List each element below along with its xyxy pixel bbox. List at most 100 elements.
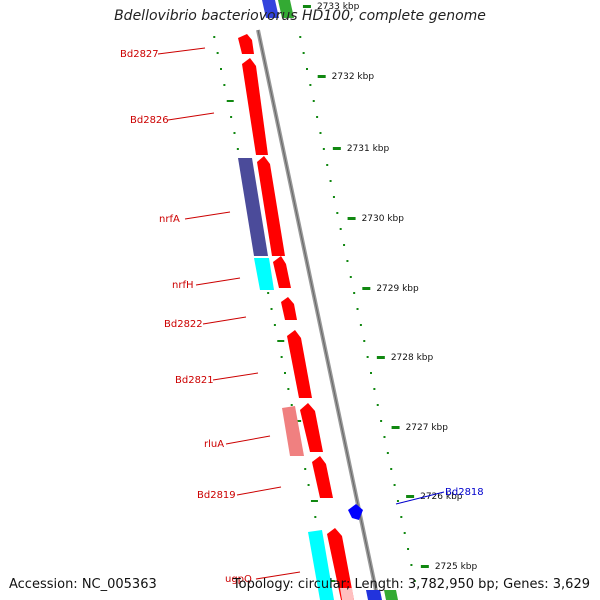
ring-dot: [413, 580, 416, 582]
ring-dot: [376, 404, 379, 406]
ring-dot: [366, 356, 369, 358]
ring-dot: [314, 516, 317, 518]
gene-label: Bd2827: [120, 49, 159, 60]
scale-tick-mark: [347, 217, 356, 220]
gene-labels: Bd2827 Bd2826 nrfA nrfH Bd2822 Bd2821 rluA Bd28…: [120, 47, 484, 585]
right-dotted-ring: [299, 36, 416, 582]
ring-dot: [213, 36, 216, 38]
ring-dot: [353, 292, 356, 294]
ring-dot: [310, 500, 318, 502]
ring-dot: [309, 84, 312, 86]
gene-nrfa-strand: [257, 156, 285, 256]
scale-tick-mark: [391, 426, 400, 429]
gene-leader-line: [202, 316, 247, 325]
scale-tick-mark: [362, 287, 371, 290]
gene-bd2822: [281, 297, 297, 320]
gene-bd2827: [238, 34, 254, 54]
ring-dot: [326, 164, 329, 166]
ring-dot: [373, 388, 376, 390]
scale-ticks: 2733 kbp 2732 kbp 2731 kbp 2730 kbp 2729 kbp…: [302, 2, 478, 572]
ring-dot: [223, 84, 226, 86]
gene-top-green: [278, 0, 294, 18]
ring-dot: [403, 532, 406, 534]
gene-leader-line: [255, 571, 301, 580]
ring-dot: [273, 324, 276, 326]
gene-label: nrfA: [159, 214, 180, 225]
ring-dot: [327, 580, 335, 582]
ring-dot: [304, 468, 307, 470]
ring-dot: [380, 420, 383, 422]
scale-tick-mark: [406, 495, 415, 498]
gene-label: nrfH: [172, 280, 194, 291]
gene-leader-line: [184, 211, 231, 220]
gene-label: Bd2819: [197, 490, 236, 501]
gene-rlua: [282, 406, 304, 456]
ring-dot: [290, 404, 293, 406]
ring-dot: [346, 260, 349, 262]
ring-dot: [339, 228, 342, 230]
ring-dot: [226, 100, 234, 102]
scale-tick-mark: [332, 147, 341, 150]
ring-dot: [343, 244, 346, 246]
scale-tick-label: 2728 kbp: [391, 353, 434, 363]
ring-dot: [236, 148, 239, 150]
ring-dot: [230, 116, 233, 118]
ring-dot: [267, 292, 270, 294]
ring-dot: [233, 132, 236, 134]
ring-dot: [329, 180, 332, 182]
ring-dot: [312, 100, 315, 102]
gene-label: ugpQ: [225, 574, 252, 585]
ring-dot: [396, 500, 399, 502]
gene-label: rluA: [204, 439, 224, 450]
scale-tick-label: 2726 kbp: [420, 492, 463, 502]
scale-tick-mark: [317, 75, 326, 78]
ring-dot: [277, 340, 285, 342]
ring-dot: [220, 68, 222, 70]
scale-tick-label: 2730 kbp: [362, 214, 405, 224]
gene-bottom-green: [384, 590, 398, 600]
gene-label: Bd2821: [175, 375, 214, 386]
ring-dot: [322, 148, 325, 150]
scale-tick-label: 2727 kbp: [406, 423, 449, 433]
ring-dot: [336, 212, 339, 214]
scale-tick-mark: [376, 356, 385, 359]
ring-dot: [307, 484, 310, 486]
ring-dot: [270, 308, 273, 310]
gene-leader-line: [167, 112, 215, 121]
gene-label: Bd2822: [164, 319, 203, 330]
ring-dot: [383, 436, 386, 438]
gene-leader-line: [195, 277, 241, 286]
gene-ugpq-cyan: [308, 530, 334, 600]
ring-dot: [400, 516, 403, 518]
ring-dot: [332, 196, 335, 198]
gene-bd2818: [348, 504, 363, 520]
gene-leader-line: [212, 372, 259, 381]
ring-dot: [370, 372, 372, 374]
ring-dot: [284, 372, 286, 374]
genes: [238, 0, 398, 600]
ring-dot: [287, 388, 290, 390]
gene-nrfa-purple: [238, 158, 268, 256]
ring-dot: [319, 132, 322, 134]
gene-leader-line: [157, 47, 206, 55]
gene-bd2826: [242, 58, 268, 155]
scale-tick-label: 2725 kbp: [435, 562, 478, 572]
backbone: [256, 29, 380, 600]
scale-tick-label: 2733 kbp: [317, 2, 360, 12]
gene-nrfh-strand: [273, 256, 291, 288]
ring-dot: [356, 308, 359, 310]
ring-dot: [410, 564, 413, 566]
ring-dot: [407, 548, 410, 550]
ring-dot: [306, 68, 308, 70]
genome-title: Bdellovibrio bacteriovorus HD100, comple…: [114, 8, 486, 24]
scale-tick-mark: [420, 565, 429, 568]
gene-leader-line: [395, 491, 445, 505]
scale-tick-label: 2731 kbp: [347, 144, 390, 154]
ring-dot: [316, 116, 319, 118]
scale-tick-label: 2729 kbp: [376, 284, 419, 294]
gene-leader-line: [225, 435, 271, 445]
gene-leader-line: [236, 486, 282, 496]
ring-dot: [386, 452, 389, 454]
ring-dot: [390, 468, 393, 470]
